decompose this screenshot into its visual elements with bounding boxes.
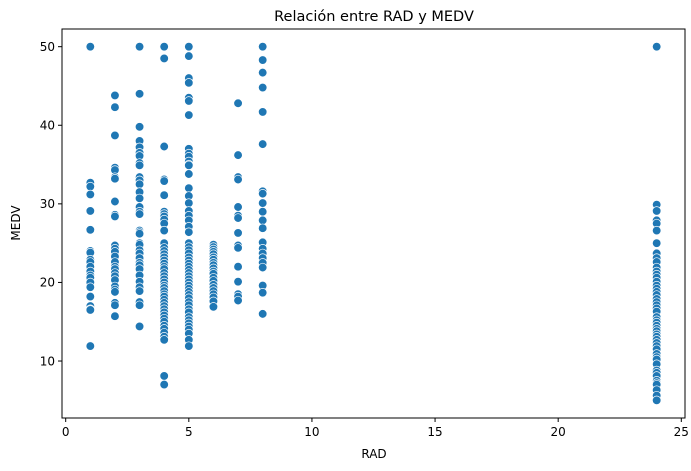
y-tick-label: 40 [40, 119, 55, 133]
data-point [110, 90, 120, 101]
data-point [233, 277, 243, 287]
x-tick-label: 15 [427, 425, 442, 439]
data-point [184, 96, 194, 106]
data-point [159, 335, 169, 345]
x-tick-label: 25 [674, 425, 689, 439]
data-point [134, 193, 145, 204]
data-point [110, 287, 120, 297]
y-tick-label: 30 [40, 197, 55, 211]
data-point [258, 215, 268, 226]
data-point [258, 139, 268, 149]
data-point [134, 122, 145, 132]
data-point [652, 395, 662, 405]
data-point [258, 107, 268, 117]
data-point [258, 223, 268, 233]
data-point [85, 225, 95, 235]
data-point [258, 82, 268, 93]
data-point [85, 291, 95, 302]
y-axis-label: MEDV [9, 205, 23, 241]
data-point [233, 228, 243, 238]
data-point [258, 262, 268, 273]
data-point [184, 169, 194, 179]
data-point [258, 309, 268, 319]
data-point [258, 188, 268, 199]
data-point [134, 209, 145, 219]
data-point [159, 176, 169, 186]
data-point [110, 300, 120, 310]
data-point [233, 174, 243, 185]
data-point [159, 225, 169, 236]
data-point [184, 160, 194, 171]
data-point [233, 98, 243, 108]
y-tick-label: 10 [40, 354, 55, 368]
data-point [134, 286, 145, 296]
data-point [258, 207, 268, 217]
data-point [184, 183, 194, 193]
data-point [159, 42, 169, 52]
data-point [233, 202, 243, 212]
data-point [184, 110, 194, 120]
data-point [233, 150, 243, 160]
data-point [258, 42, 268, 52]
data-point [134, 229, 145, 239]
data-point [110, 102, 120, 112]
data-point [85, 42, 95, 52]
data-point [134, 160, 145, 171]
chart-title: Relación entre RAD y MEDV [274, 9, 474, 25]
data-point [258, 288, 268, 298]
data-point [258, 67, 268, 78]
data-point [110, 130, 120, 141]
data-point [652, 42, 662, 52]
data-point [85, 189, 95, 200]
data-point [85, 305, 95, 315]
data-point [134, 179, 145, 189]
y-tick-label: 20 [40, 276, 55, 290]
data-point [85, 341, 95, 351]
x-tick-label: 20 [551, 425, 566, 439]
data-point [258, 55, 268, 65]
data-point [159, 379, 169, 390]
data-point [110, 196, 120, 207]
data-point [652, 225, 662, 236]
data-point [159, 190, 169, 200]
data-point [208, 302, 219, 312]
data-point [184, 51, 194, 61]
x-tick-label: 5 [185, 425, 193, 439]
data-point [184, 227, 194, 237]
data-point [652, 206, 662, 216]
data-point [184, 42, 194, 52]
data-point [85, 181, 95, 192]
data-point [233, 213, 243, 223]
data-point [134, 321, 145, 332]
data-point [233, 243, 243, 253]
data-point [184, 198, 194, 208]
data-point [233, 262, 243, 272]
x-axis-ticks: 0 5 10 15 20 25 [62, 418, 689, 439]
data-point [233, 295, 243, 306]
data-point [134, 42, 145, 52]
data-point [110, 311, 120, 321]
data-point [110, 211, 120, 222]
data-point [159, 53, 169, 64]
data-point [134, 89, 145, 99]
data-point [85, 282, 95, 292]
data-point [258, 198, 268, 208]
data-points [85, 42, 662, 405]
y-tick-label: 50 [40, 40, 55, 54]
data-point [184, 341, 194, 351]
data-point [184, 78, 194, 88]
x-axis-label: RAD [361, 447, 386, 461]
plot-frame [61, 28, 686, 419]
x-tick-label: 0 [62, 425, 70, 439]
y-axis-ticks: 10 20 30 40 50 [40, 40, 62, 368]
data-point [85, 206, 95, 216]
x-tick-label: 10 [304, 425, 319, 439]
data-point [110, 174, 120, 184]
data-point [134, 300, 145, 310]
data-point [652, 238, 662, 248]
data-point [159, 141, 169, 152]
data-point [159, 371, 169, 381]
